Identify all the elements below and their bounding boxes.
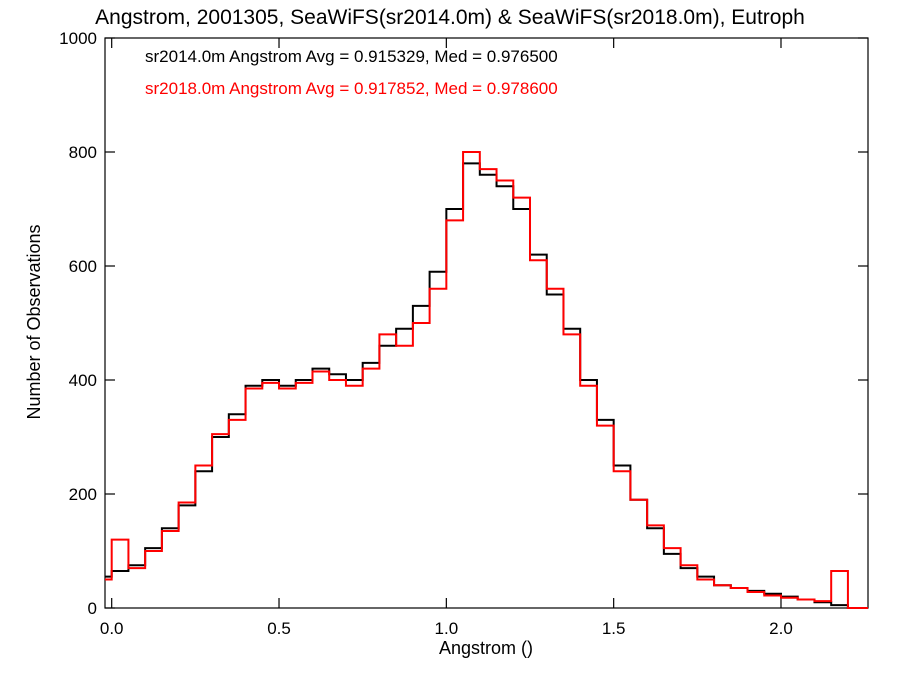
y-tick-label: 600 [69,257,97,276]
series-lines [105,151,868,609]
y-tick-label: 400 [69,371,97,390]
x-axis-ticks: 0.0 0.5 1.0 1.5 2.0 [100,38,793,638]
x-tick-label: 0.0 [100,619,124,638]
x-axis-label: Angstrom () [439,638,533,658]
y-tick-label: 800 [69,143,97,162]
y-axis-ticks: 0 200 400 600 800 1000 [59,29,868,618]
y-tick-label: 0 [88,599,97,618]
legend-entry-sr2018.0m: sr2018.0m Angstrom Avg = 0.917852, Med =… [145,79,558,98]
x-tick-label: 1.0 [435,619,459,638]
y-axis-label: Number of Observations [24,224,44,419]
plot-frame [104,37,869,609]
chart-title: Angstrom, 2001305, SeaWiFS(sr2014.0m) & … [95,6,805,29]
y-tick-label: 200 [69,485,97,504]
plot-area: 0.0 0.5 1.0 1.5 2.0 0 200 400 600 800 1000 [59,29,869,638]
legend: sr2014.0m Angstrom Avg = 0.915329, Med =… [145,47,558,98]
x-tick-label: 2.0 [769,619,793,638]
series-line-sr2018.0m [105,151,868,609]
legend-entry-sr2014.0m: sr2014.0m Angstrom Avg = 0.915329, Med =… [145,47,558,66]
x-tick-label: 0.5 [267,619,291,638]
y-tick-label: 1000 [59,29,97,48]
x-tick-label: 1.5 [602,619,626,638]
series-line-sr2014.0m [105,162,868,609]
